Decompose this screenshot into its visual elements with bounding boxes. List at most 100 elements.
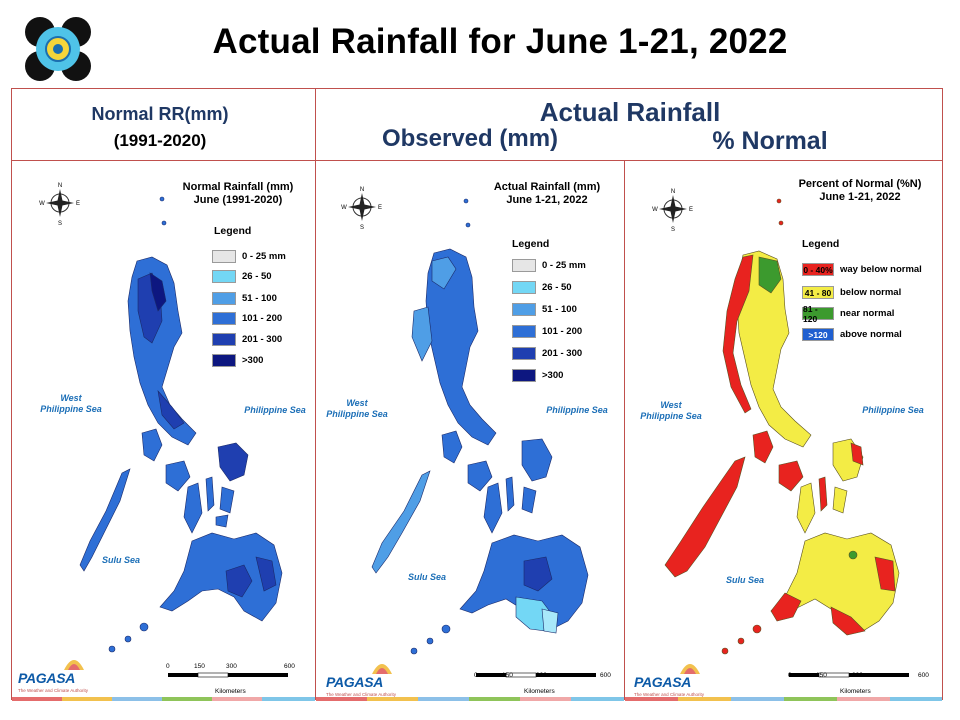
sea-label-west-philippine: West Philippine Sea [40,393,102,414]
legend-item: >300 [212,354,263,367]
scale-label: 600 [600,672,611,679]
svg-text:E: E [76,201,80,207]
footer-stripe [418,697,469,701]
philippines-landmass [664,198,900,655]
normal-header-line1: Normal RR(mm) [91,104,229,124]
svg-text:W: W [39,201,45,207]
observed-header: Observed (mm) [381,125,559,152]
legend-swatch: 0 - 40% [802,263,834,276]
scale-label: 300 [852,672,863,679]
scale-label: 150 [502,672,513,679]
scale-label: 0 [474,672,478,679]
sea-label-philippine: Philippine Sea [546,405,608,415]
footer-stripe [316,697,367,701]
svg-text:S: S [671,227,675,233]
legend-swatch [512,281,536,294]
percent-header: % Normal [712,127,828,155]
slide-title: Actual Rainfall for June 1-21, 2022 [212,22,788,61]
legend-swatch [512,303,536,316]
footer-stripe [678,697,731,701]
normal-legend-title: Legend [214,225,252,237]
legend-item: 51 - 100 [512,303,577,316]
legend-swatch [212,354,236,367]
compass-rose-icon: N S W E [652,189,693,233]
sea-label-philippine: Philippine Sea [244,405,306,415]
svg-text:S: S [360,225,364,231]
legend-item: 26 - 50 [512,281,572,294]
scale-unit-label: Kilometers [524,688,555,695]
actual-header: Actual Rainfall [539,97,721,127]
legend-item: 81 - 120 near normal [802,303,895,324]
actual-rainfall-map: N S W E [341,187,596,678]
scale-label: 600 [918,672,929,679]
legend-swatch [512,325,536,338]
sea-label-philippine: Philippine Sea [862,405,924,415]
legend-item: 0 - 25 mm [212,250,286,263]
compass-rose-icon: N S W E [39,183,80,227]
pagasa-tagline: The Weather and Climate Authority [326,692,396,697]
scale-label: 0 [788,672,792,679]
footer-stripe [212,697,262,701]
svg-text:N: N [58,183,62,189]
footer-stripe [112,697,162,701]
umbrella-icon [680,664,700,674]
legend-item: 0 - 40% way below normal [802,263,922,276]
legend-item: 26 - 50 [212,270,272,283]
philippines-landmass [79,196,283,653]
compass-rose-icon: N S W E [341,187,382,231]
svg-text:N: N [671,189,675,195]
scale-unit-label: Kilometers [215,688,246,695]
scale-label: 300 [226,663,237,670]
footer-stripe [469,697,520,701]
legend-item: 41 - 80 below normal [802,286,901,299]
legend-item: >300 [512,369,563,382]
svg-text:W: W [652,207,658,213]
sea-label-west-philippine: West Philippine Sea [640,400,702,421]
footer-stripe [12,697,62,701]
footer-stripe [520,697,571,701]
legend-swatch [212,270,236,283]
legend-item: 51 - 100 [212,292,277,305]
actual-legend-title: Legend [512,238,550,250]
pagasa-tagline: The Weather and Climate Authority [18,688,88,693]
scale-bar [168,672,288,678]
footer-stripe [890,697,942,701]
scale-label: 600 [284,663,295,670]
footer-stripe [784,697,837,701]
svg-text:E: E [689,207,693,213]
legend-swatch: >120 [802,328,834,341]
pagasa-wordmark: PAGASA [18,670,76,686]
legend-swatch [212,292,236,305]
legend-item: >120 above normal [802,328,902,341]
actual-map-title: Actual Rainfall (mm) June 1-21, 2022 [493,181,601,206]
footer-stripe [62,697,112,701]
legend-item: 0 - 25 mm [512,259,586,272]
footer-stripe [571,697,624,701]
sea-label-sulu: Sulu Sea [725,575,764,585]
pagasa-seal-logo [24,16,92,82]
percent-legend-title: Legend [802,238,840,250]
umbrella-icon [372,664,392,674]
percent-normal-map: N S W E [652,189,909,678]
scale-unit-label: Kilometers [840,688,871,695]
legend-item: 101 - 200 [512,325,582,338]
legend-swatch [212,250,236,263]
scale-bar [476,672,596,678]
scale-label: 150 [816,672,827,679]
footer-stripe [262,697,315,701]
normal-map-title: Normal Rainfall (mm) June (1991-2020) [182,181,294,206]
footer-stripe [837,697,890,701]
umbrella-icon [64,660,84,670]
legend-item: 101 - 200 [212,312,282,325]
pagasa-tagline: The Weather and Climate Authority [634,692,704,697]
legend-item: 201 - 300 [512,347,582,360]
normal-header-line2: (1991-2020) [113,131,207,150]
normal-rainfall-map: N S W E [39,183,288,678]
legend-swatch [212,312,236,325]
percent-map-title: Percent of Normal (%N) June 1-21, 2022 [798,178,922,203]
legend-swatch [512,259,536,272]
footer-stripe [367,697,418,701]
legend-swatch [512,347,536,360]
svg-text:W: W [341,205,347,211]
legend-swatch [212,333,236,346]
